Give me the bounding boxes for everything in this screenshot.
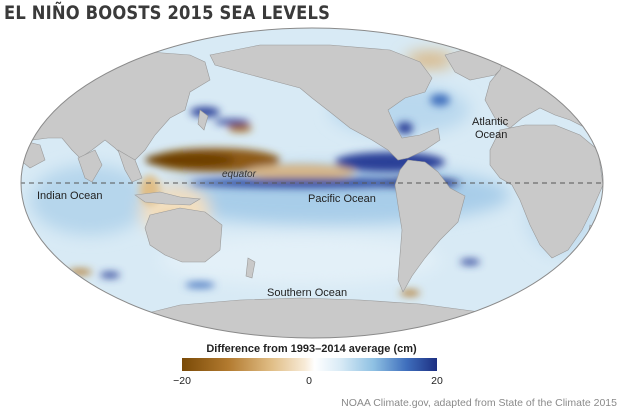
- label-equator: equator: [222, 169, 257, 180]
- legend-tick-max: 20: [431, 375, 443, 387]
- japan: [197, 109, 209, 131]
- legend-title: Difference from 1993–2014 average (cm): [206, 343, 417, 355]
- label-pacific-ocean: Pacific Ocean: [308, 193, 376, 205]
- label-atlantic-ocean-1: Atlantic: [472, 116, 509, 128]
- indonesia: [134, 191, 201, 206]
- label-southern-ocean: Southern Ocean: [267, 287, 347, 299]
- southeast-asia: [117, 149, 143, 183]
- legend-tick-zero: 0: [306, 375, 312, 387]
- antarctica: [99, 297, 541, 338]
- map-title: EL NIÑO BOOSTS 2015 SEA LEVELS: [4, 2, 331, 24]
- label-indian-ocean: Indian Ocean: [37, 190, 102, 202]
- new-zealand: [245, 257, 256, 279]
- source-credit: NOAA Climate.gov, adapted from State of …: [341, 397, 617, 409]
- legend-tick-min: −20: [173, 375, 191, 387]
- north-america: [209, 44, 441, 161]
- africa: [489, 124, 603, 259]
- australia: [144, 207, 223, 263]
- color-scale-bar: [182, 358, 437, 371]
- globe-outline: [20, 27, 604, 339]
- india: [77, 149, 103, 183]
- label-atlantic-ocean-2: Ocean: [475, 129, 507, 141]
